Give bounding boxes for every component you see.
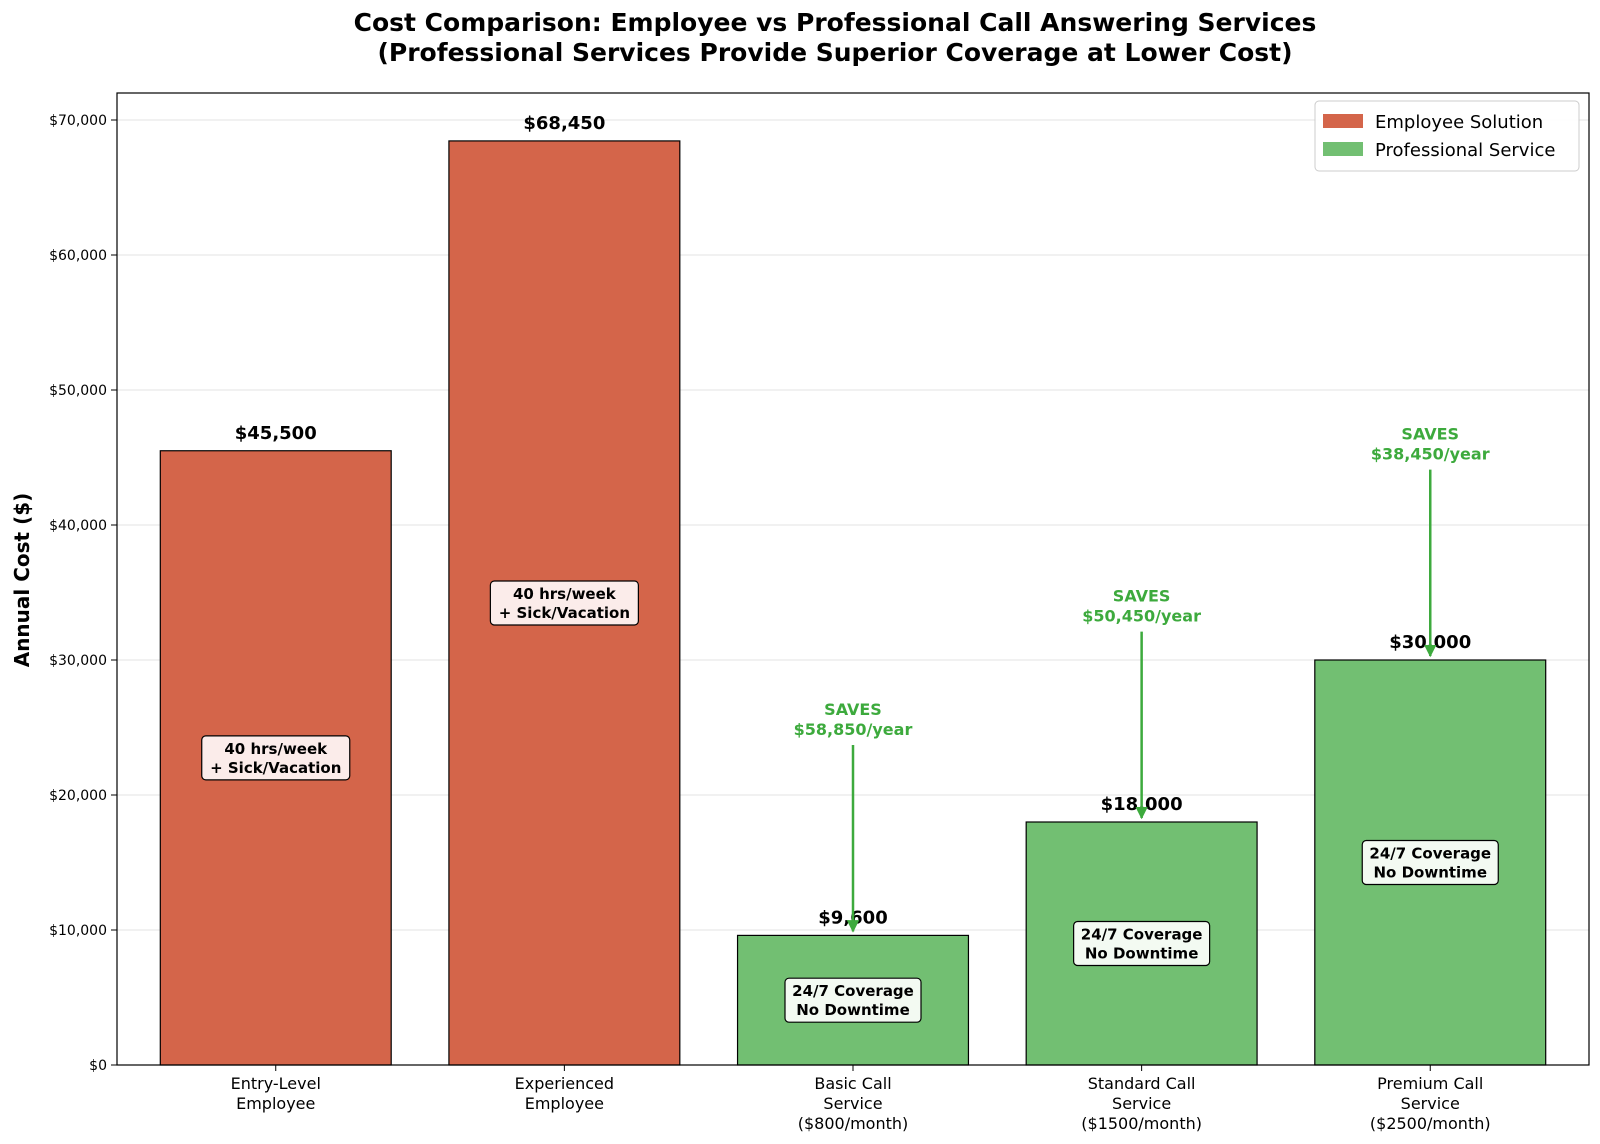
x-tick-label: ($2500/month) — [1370, 1114, 1491, 1133]
x-tick-label: ($800/month) — [798, 1114, 909, 1133]
x-tick-label: Service — [1112, 1094, 1171, 1113]
legend-swatch — [1323, 142, 1363, 156]
y-axis-label: Annual Cost ($) — [10, 493, 34, 668]
x-tick-label: Employee — [236, 1094, 315, 1113]
bar-inner-label: 40 hrs/week — [513, 585, 617, 603]
bar-inner-label: 24/7 Coverage — [792, 982, 914, 1000]
legend-label: Professional Service — [1375, 140, 1555, 161]
bar-inner-label: No Downtime — [1374, 864, 1488, 882]
bar-value-label: $68,450 — [523, 113, 605, 134]
bar-inner-label: 40 hrs/week — [224, 740, 328, 758]
bar-inner-label: No Downtime — [1085, 945, 1199, 963]
x-tick-label: Basic Call — [814, 1074, 891, 1093]
x-axis: Entry-LevelEmployeeExperiencedEmployeeBa… — [231, 1065, 1491, 1133]
savings-annotations: SAVES$58,850/yearSAVES$50,450/yearSAVES$… — [794, 425, 1490, 933]
chart-title: Cost Comparison: Employee vs Professiona… — [354, 8, 1317, 37]
savings-annotation-text: $38,450/year — [1371, 445, 1490, 464]
bar-inner-label-box — [784, 977, 922, 1023]
bar-inner-label-box — [201, 735, 351, 781]
bar-value-label: $45,500 — [235, 423, 317, 444]
y-tick-label: $40,000 — [49, 518, 107, 534]
y-tick-label: $50,000 — [49, 383, 107, 399]
x-tick-label: Service — [823, 1094, 882, 1113]
bar-inner-label: + Sick/Vacation — [210, 759, 341, 777]
x-tick-label: Standard Call — [1088, 1074, 1196, 1093]
x-tick-label: ($1500/month) — [1081, 1114, 1202, 1133]
x-tick-label: Employee — [525, 1094, 604, 1113]
y-tick-label: $60,000 — [49, 248, 107, 264]
bar-inner-label-box — [1073, 920, 1211, 967]
y-tick-label: $30,000 — [49, 653, 107, 669]
y-axis: $0 $10,000 $20,000 $30,000 $40,000 $50,000 $60… — [49, 113, 117, 1074]
y-tick-label: $70,000 — [49, 113, 107, 129]
bar-inner-label: 24/7 Coverage — [1081, 926, 1203, 944]
x-tick-label: Experienced — [515, 1074, 614, 1093]
legend-box — [1314, 100, 1580, 172]
x-tick-label: Premium Call — [1377, 1074, 1483, 1093]
legend: Employee Solution Professional Service — [1314, 100, 1580, 172]
savings-annotation-text: SAVES — [824, 700, 882, 719]
savings-annotation-text: $50,450/year — [1082, 607, 1201, 626]
chart-subtitle: (Professional Services Provide Superior … — [377, 38, 1292, 67]
x-tick-label: Service — [1401, 1094, 1460, 1113]
bar-inner-label: No Downtime — [796, 1001, 910, 1019]
legend-label: Employee Solution — [1375, 112, 1543, 133]
legend-swatch — [1323, 114, 1363, 128]
y-tick-label: $0 — [89, 1058, 107, 1074]
y-tick-label: $20,000 — [49, 788, 107, 804]
savings-annotation-text: $58,850/year — [794, 720, 913, 739]
bar-inner-label-box — [1361, 839, 1499, 886]
bar-inner-label: + Sick/Vacation — [499, 604, 630, 622]
bar-inner-label-box — [489, 580, 639, 626]
y-tick-label: $10,000 — [49, 923, 107, 939]
x-tick-label: Entry-Level — [231, 1074, 321, 1093]
savings-annotation-text: SAVES — [1113, 587, 1171, 606]
savings-annotation-text: SAVES — [1401, 425, 1459, 444]
bar-inner-label: 24/7 Coverage — [1369, 845, 1491, 863]
